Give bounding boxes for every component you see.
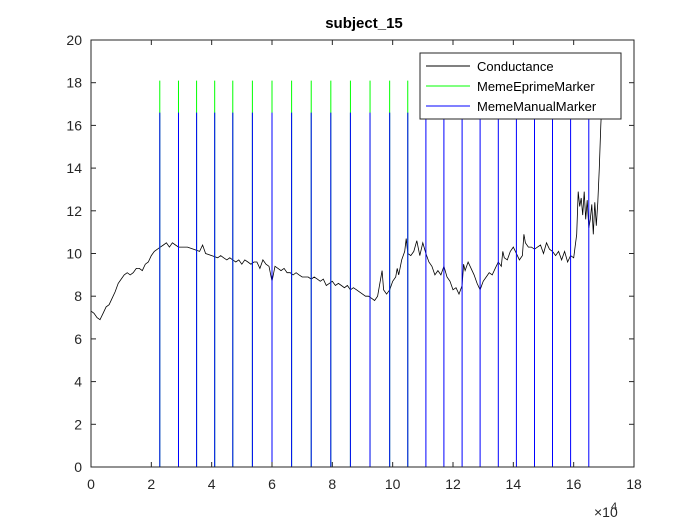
x-tick-label-6: 12 <box>445 476 461 492</box>
x-tick-label-4: 8 <box>328 476 336 492</box>
y-tick-label-10: 20 <box>66 32 82 48</box>
y-tick-label-0: 0 <box>74 459 82 475</box>
y-tick-label-9: 18 <box>66 75 82 91</box>
x-axis-exponent-base: ×10 <box>594 504 618 520</box>
legend-label-2: MemeManualMarker <box>477 99 597 114</box>
y-tick-label-8: 16 <box>66 117 82 133</box>
x-axis-exponent-power: 4 <box>611 501 617 513</box>
legend-label-1: MemeEprimeMarker <box>477 79 595 94</box>
x-tick-label-3: 6 <box>268 476 276 492</box>
x-tick-label-0: 0 <box>87 476 95 492</box>
x-tick-label-2: 4 <box>208 476 216 492</box>
y-tick-label-5: 10 <box>66 246 82 262</box>
y-tick-label-3: 6 <box>74 331 82 347</box>
x-tick-label-8: 16 <box>566 476 582 492</box>
y-tick-label-6: 12 <box>66 203 82 219</box>
chart-title: subject_15 <box>325 15 403 32</box>
y-tick-label-4: 8 <box>74 288 82 304</box>
y-tick-label-7: 14 <box>66 160 82 176</box>
plot-lines <box>90 80 604 468</box>
series-conductance <box>90 93 603 321</box>
x-tick-label-7: 14 <box>506 476 522 492</box>
legend: Conductance MemeEprimeMarker MemeManualMar… <box>419 52 622 120</box>
y-axis: 0 2 4 6 8 10 12 14 16 18 20 <box>66 32 634 475</box>
x-axis: 0 2 4 6 8 10 12 14 16 18 <box>87 40 642 492</box>
x-tick-label-5: 10 <box>385 476 401 492</box>
y-tick-label-2: 4 <box>74 374 82 390</box>
legend-label-0: Conductance <box>477 59 554 74</box>
y-tick-label-1: 2 <box>74 416 82 432</box>
series-meme-manual-marker <box>91 112 604 468</box>
x-tick-label-9: 18 <box>626 476 642 492</box>
x-axis-exponent: ×10 4 <box>594 501 618 520</box>
x-tick-label-1: 2 <box>147 476 155 492</box>
